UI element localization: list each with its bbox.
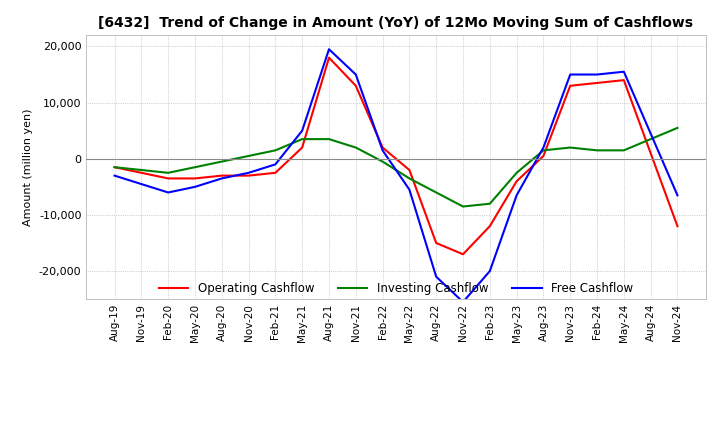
Investing Cashflow [566, 145, 575, 150]
Legend: Operating Cashflow, Investing Cashflow, Free Cashflow: Operating Cashflow, Investing Cashflow, … [156, 279, 636, 299]
Operating Cashflow [405, 167, 414, 172]
Investing Cashflow [405, 176, 414, 181]
Operating Cashflow [378, 145, 387, 150]
Investing Cashflow [513, 170, 521, 176]
Operating Cashflow [513, 179, 521, 184]
Investing Cashflow [244, 153, 253, 158]
Operating Cashflow [459, 252, 467, 257]
Free Cashflow [244, 170, 253, 176]
Line: Investing Cashflow: Investing Cashflow [114, 128, 678, 206]
Investing Cashflow [191, 165, 199, 170]
Investing Cashflow [298, 136, 307, 142]
Free Cashflow [539, 145, 548, 150]
Free Cashflow [459, 299, 467, 304]
Investing Cashflow [593, 148, 601, 153]
Operating Cashflow [593, 81, 601, 86]
Free Cashflow [191, 184, 199, 190]
Free Cashflow [351, 72, 360, 77]
Operating Cashflow [217, 173, 226, 178]
Operating Cashflow [566, 83, 575, 88]
Operating Cashflow [619, 77, 628, 83]
Free Cashflow [432, 274, 441, 279]
Operating Cashflow [164, 176, 173, 181]
Operating Cashflow [271, 170, 279, 176]
Investing Cashflow [351, 145, 360, 150]
Investing Cashflow [673, 125, 682, 131]
Free Cashflow [325, 47, 333, 52]
Investing Cashflow [164, 170, 173, 176]
Operating Cashflow [432, 240, 441, 246]
Free Cashflow [566, 72, 575, 77]
Operating Cashflow [298, 145, 307, 150]
Line: Operating Cashflow: Operating Cashflow [114, 58, 678, 254]
Free Cashflow [137, 181, 145, 187]
Free Cashflow [513, 193, 521, 198]
Operating Cashflow [110, 165, 119, 170]
Investing Cashflow [271, 148, 279, 153]
Operating Cashflow [539, 153, 548, 158]
Operating Cashflow [325, 55, 333, 60]
Free Cashflow [110, 173, 119, 178]
Free Cashflow [619, 69, 628, 74]
Free Cashflow [485, 268, 494, 274]
Line: Free Cashflow: Free Cashflow [114, 49, 678, 302]
Operating Cashflow [485, 224, 494, 229]
Investing Cashflow [539, 148, 548, 153]
Operating Cashflow [351, 83, 360, 88]
Operating Cashflow [673, 224, 682, 229]
Free Cashflow [298, 128, 307, 133]
Operating Cashflow [191, 176, 199, 181]
Operating Cashflow [647, 150, 655, 156]
Free Cashflow [647, 131, 655, 136]
Investing Cashflow [647, 136, 655, 142]
Free Cashflow [164, 190, 173, 195]
Free Cashflow [405, 187, 414, 192]
Title: [6432]  Trend of Change in Amount (YoY) of 12Mo Moving Sum of Cashflows: [6432] Trend of Change in Amount (YoY) o… [99, 16, 693, 30]
Free Cashflow [378, 148, 387, 153]
Investing Cashflow [432, 190, 441, 195]
Investing Cashflow [459, 204, 467, 209]
Y-axis label: Amount (million yen): Amount (million yen) [23, 108, 33, 226]
Investing Cashflow [110, 165, 119, 170]
Free Cashflow [271, 162, 279, 167]
Operating Cashflow [137, 170, 145, 176]
Investing Cashflow [137, 167, 145, 172]
Investing Cashflow [378, 159, 387, 164]
Investing Cashflow [217, 159, 226, 164]
Investing Cashflow [325, 136, 333, 142]
Investing Cashflow [619, 148, 628, 153]
Free Cashflow [217, 176, 226, 181]
Investing Cashflow [485, 201, 494, 206]
Operating Cashflow [244, 173, 253, 178]
Free Cashflow [593, 72, 601, 77]
Free Cashflow [673, 193, 682, 198]
